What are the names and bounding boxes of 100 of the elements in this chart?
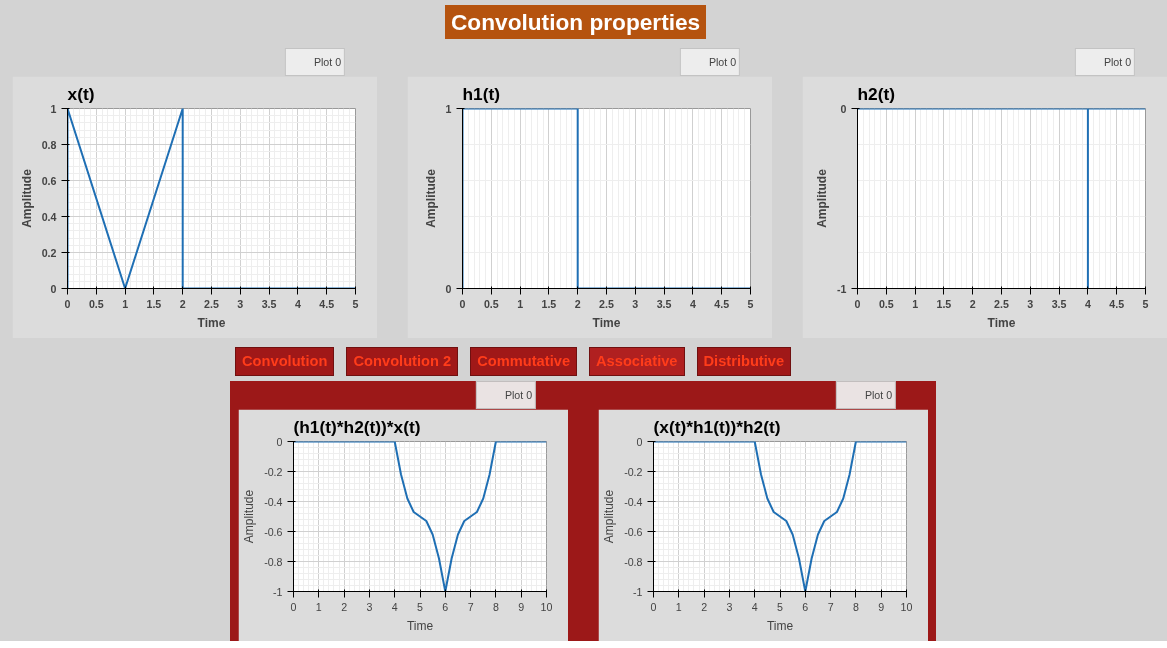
y-tick-label: 1 <box>50 102 57 115</box>
text: Commutative <box>477 352 571 372</box>
x-tick-label: 10 <box>540 600 553 613</box>
y-tick-label: 0.8 <box>41 138 57 151</box>
x-tick-label: 3 <box>726 600 733 613</box>
y-tick-label: -1 <box>837 282 847 295</box>
chart-title: (h1(t)*h2(t))*x(t) <box>293 416 421 437</box>
x-tick-label: 0 <box>854 297 861 310</box>
y-tick-label: -0.4 <box>264 495 283 508</box>
x-tick-label: 0.5 <box>88 297 104 310</box>
x-tick-label: 1 <box>517 297 524 310</box>
y-axis-title: Amplitude <box>423 169 438 229</box>
y-tick-label: 0.6 <box>41 174 57 187</box>
x-tick-label: 10 <box>900 600 913 613</box>
x-tick-label: 3.5 <box>1051 297 1067 310</box>
x-axis-title: Time <box>592 315 621 330</box>
x-tick-label: 7 <box>827 600 834 613</box>
x-tick-label: 1 <box>912 297 919 310</box>
x-tick-label: 6 <box>442 600 449 613</box>
x-axis-title: Time <box>406 618 434 633</box>
x-tick-label: 1 <box>675 600 682 613</box>
x-tick-label: 2.5 <box>599 297 614 310</box>
x-tick-label: 6 <box>802 600 809 613</box>
text: Plot 0 <box>864 389 893 402</box>
y-tick-label: -1 <box>273 585 283 598</box>
text: Associative <box>596 352 678 372</box>
x-tick-label: 3 <box>632 297 639 310</box>
x-tick-label: 4.5 <box>714 297 730 310</box>
x-tick-label: 9 <box>878 600 885 613</box>
x-tick-label: 3.5 <box>261 297 277 310</box>
y-tick-label: -1 <box>633 585 643 598</box>
x-tick-label: 4 <box>294 297 301 310</box>
text: Convolution properties <box>451 8 701 37</box>
x-tick-label: 3 <box>1027 297 1034 310</box>
x-tick-label: 3 <box>366 600 373 613</box>
x-tick-label: 5 <box>1142 297 1149 310</box>
y-tick-label: -0.6 <box>264 525 283 538</box>
x-tick-label: 1 <box>315 600 322 613</box>
text: Convolution <box>242 352 328 372</box>
x-tick-label: 4 <box>689 297 696 310</box>
y-tick-label: 0 <box>636 435 643 448</box>
x-axis-title: Time <box>987 315 1016 330</box>
x-tick-label: 0.5 <box>878 297 894 310</box>
x-tick-label: 4.5 <box>319 297 335 310</box>
y-tick-label: -0.4 <box>624 495 643 508</box>
x-tick-label: 0 <box>290 600 297 613</box>
x-tick-label: 0 <box>64 297 71 310</box>
y-axis-title: Amplitude <box>602 489 617 544</box>
x-axis-title: Time <box>197 315 226 330</box>
y-tick-label: 0 <box>50 282 57 295</box>
x-tick-label: 9 <box>518 600 525 613</box>
x-tick-label: 7 <box>467 600 474 613</box>
x-tick-label: 0 <box>650 600 657 613</box>
x-axis-title: Time <box>766 618 794 633</box>
x-tick-label: 0.5 <box>483 297 499 310</box>
y-tick-label: 0.2 <box>41 246 57 259</box>
x-tick-label: 4.5 <box>1109 297 1125 310</box>
x-tick-label: 1.5 <box>146 297 162 310</box>
x-tick-label: 3 <box>237 297 244 310</box>
x-tick-label: 2.5 <box>204 297 219 310</box>
text: Plot 0 <box>313 56 342 69</box>
y-axis-title: Amplitude <box>242 489 257 544</box>
y-tick-label: -0.2 <box>624 465 643 478</box>
x-tick-label: 5 <box>777 600 784 613</box>
x-tick-label: 1.5 <box>541 297 557 310</box>
y-tick-label: -0.6 <box>624 525 643 538</box>
x-tick-label: 2 <box>179 297 186 310</box>
x-tick-label: 4 <box>1084 297 1091 310</box>
text: Plot 0 <box>504 389 533 402</box>
x-tick-label: 1.5 <box>936 297 952 310</box>
x-tick-label: 5 <box>352 297 359 310</box>
x-tick-label: 2 <box>701 600 708 613</box>
x-tick-label: 5 <box>747 297 754 310</box>
y-tick-label: 0.4 <box>41 210 57 223</box>
x-tick-label: 4 <box>391 600 398 613</box>
chart-title: h2(t) <box>857 83 896 104</box>
x-tick-label: 8 <box>492 600 499 613</box>
text: Plot 0 <box>1103 56 1132 69</box>
x-tick-label: 0 <box>459 297 466 310</box>
x-tick-label: 8 <box>852 600 859 613</box>
x-tick-label: 2.5 <box>994 297 1009 310</box>
x-tick-label: 1 <box>122 297 129 310</box>
y-tick-label: -0.8 <box>264 555 283 568</box>
text: Plot 0 <box>708 56 737 69</box>
text: Distributive <box>703 352 785 372</box>
y-tick-label: -0.8 <box>624 555 643 568</box>
chart-title: x(t) <box>67 83 95 104</box>
x-tick-label: 3.5 <box>656 297 672 310</box>
x-tick-label: 4 <box>751 600 758 613</box>
y-axis-title: Amplitude <box>19 169 34 229</box>
chart-title: (x(t)*h1(t))*h2(t) <box>653 416 781 437</box>
x-tick-label: 2 <box>969 297 976 310</box>
x-tick-label: 2 <box>574 297 581 310</box>
y-axis-title: Amplitude <box>815 169 830 229</box>
x-tick-label: 2 <box>341 600 348 613</box>
x-tick-label: 5 <box>417 600 424 613</box>
y-tick-label: -0.2 <box>264 465 283 478</box>
chart-title: h1(t) <box>462 83 501 104</box>
y-tick-label: 0 <box>276 435 283 448</box>
text: Convolution 2 <box>353 352 452 372</box>
